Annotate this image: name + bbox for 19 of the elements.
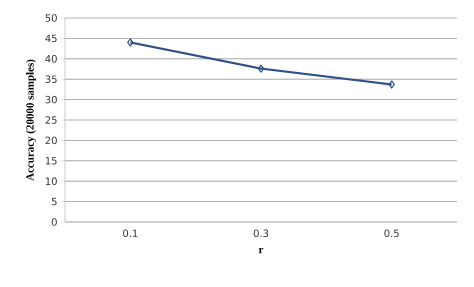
y-tick-label: 25 bbox=[46, 116, 57, 124]
y-tick-label: 5 bbox=[52, 198, 57, 206]
y-tick-label: 30 bbox=[46, 96, 57, 104]
x-tick-label: 0.1 bbox=[123, 230, 138, 238]
x-tick-label: 0.3 bbox=[254, 230, 268, 238]
y-axis-title: Accuracy (20000 samples) bbox=[26, 60, 36, 181]
x-axis-title: r bbox=[258, 248, 264, 254]
point bbox=[258, 64, 264, 73]
y-tick-label: 45 bbox=[45, 34, 57, 42]
x-tick-label: 0.5 bbox=[384, 230, 399, 238]
y-tick-label: 40 bbox=[45, 55, 57, 63]
point bbox=[127, 38, 134, 47]
point bbox=[388, 80, 395, 89]
y-tick-label: 0 bbox=[52, 218, 57, 226]
y-tick-label: 35 bbox=[46, 75, 57, 83]
y-tick-label: 20 bbox=[46, 136, 57, 144]
y-tick-label: 10 bbox=[46, 177, 57, 185]
y-tick-label: 50 bbox=[46, 14, 57, 22]
y-tick-label: 15 bbox=[46, 157, 57, 165]
